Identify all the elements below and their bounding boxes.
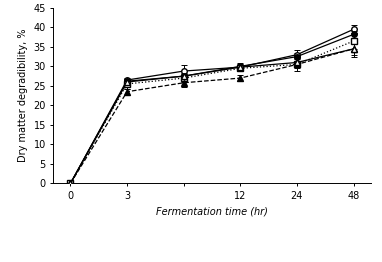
Y-axis label: Dry matter degradibility, %: Dry matter degradibility, % <box>18 29 28 162</box>
X-axis label: Fermentation time (hr): Fermentation time (hr) <box>156 207 268 217</box>
Legend: Apple pomace, Grape pomace, Carrot pomace, Citrus pomace, Pomace mixture: Apple pomace, Grape pomace, Carrot pomac… <box>66 261 358 262</box>
